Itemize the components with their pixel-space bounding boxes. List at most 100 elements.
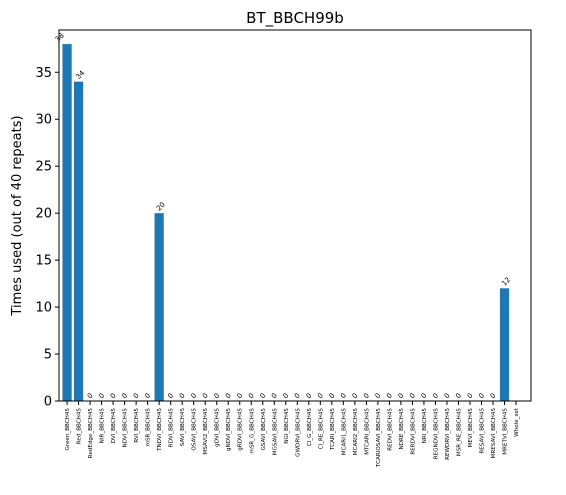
data-label-27: 0	[374, 392, 383, 401]
y-tick-label-1: 5	[44, 348, 52, 363]
x-tick-label-10: SAVI_BBCH45	[180, 408, 186, 447]
x-tick-label-36: RESAVI_BBCH45	[479, 408, 485, 454]
data-label-22: 0	[316, 392, 325, 401]
x-tick-label-25: MCARI2_BBCH45	[353, 408, 359, 456]
data-label-30: 0	[408, 392, 417, 401]
data-label-10: 0	[178, 392, 187, 401]
x-tick-label-2: RedEdge_BBCH45	[88, 408, 94, 459]
y-tick-label-3: 15	[35, 254, 52, 269]
x-tick-label-35: MEVI_BBCH45	[468, 408, 474, 448]
x-tick-label-16: mSR_G_BBCH45	[249, 408, 255, 454]
data-label-37: 0	[489, 392, 498, 401]
data-label-21: 0	[305, 392, 314, 401]
data-label-32: 0	[431, 392, 440, 401]
x-tick-label-31: NRI_BBCH45	[422, 408, 428, 444]
x-tick-label-5: NDVI_BBCH45	[123, 408, 129, 448]
y-tick-label-0: 0	[44, 395, 52, 410]
data-label-19: 0	[282, 392, 291, 401]
data-label-36: 0	[477, 392, 486, 401]
x-tick-label-33: REWDRVI_BBCH45	[445, 408, 451, 460]
x-tick-label-7: mSR_BBCH45	[146, 408, 152, 447]
x-tick-label-15: gRDVI_BBCH45	[238, 408, 244, 451]
chart-title: BT_BBCH99b	[246, 9, 344, 28]
data-label-12: 0	[201, 392, 210, 401]
bars-group	[62, 44, 510, 401]
data-label-8: 20	[155, 201, 167, 213]
data-label-33: 0	[443, 392, 452, 401]
y-tick-label-6: 30	[35, 113, 52, 128]
x-tick-label-24: MCARI1_BBCH45	[341, 408, 347, 456]
data-label-3: 0	[97, 392, 106, 401]
data-label-29: 0	[397, 392, 406, 401]
x-tick-label-19: NGI_BBCH45	[284, 408, 290, 444]
data-label-38: 12	[500, 276, 512, 288]
y-tick-label-5: 25	[35, 160, 52, 175]
data-label-14: 0	[224, 392, 233, 401]
y-axis: 0 5 10 15 20 25 30 35	[35, 66, 59, 410]
data-label-17: 0	[259, 392, 268, 401]
data-label-5: 0	[120, 392, 129, 401]
bar-1	[73, 81, 84, 401]
x-tick-label-20: GWDRVI_BBCH45	[295, 408, 301, 457]
data-label-35: 0	[466, 392, 475, 401]
x-tick-label-39: Whole_set	[514, 407, 520, 437]
x-tick-label-27: TCARIOSAVI_BBCH45	[376, 408, 382, 468]
data-label-1: 34	[74, 69, 86, 81]
y-tick-label-7: 35	[35, 66, 52, 81]
x-tick-label-34: MSR_RE_BBCH45	[456, 408, 462, 457]
data-label-23: 0	[328, 392, 337, 401]
bar-0	[62, 44, 72, 401]
x-tick-label-11: OSAVI_BBCH45	[192, 408, 198, 451]
x-tick-label-14: gNDVI_BBCH45	[226, 408, 232, 451]
x-tick-label-8: TNDVI_BBCH45	[157, 408, 163, 452]
bar-8	[154, 213, 164, 401]
x-tick-label-38: MRETVI_BBCH45	[503, 408, 509, 455]
data-label-2: 0	[86, 392, 95, 401]
data-label-28: 0	[385, 392, 394, 401]
x-tick-label-9: RDVI_BBCH45	[169, 408, 175, 448]
plot-border	[58, 29, 532, 402]
data-label-20: 0	[293, 392, 302, 401]
x-tick-label-37: MRESAVI_BBCH45	[491, 408, 497, 459]
x-tick-label-13: gDVI_BBCH45	[215, 408, 221, 447]
data-label-31: 0	[420, 392, 429, 401]
x-tick-label-21: CI_G_BBCH45	[307, 408, 313, 447]
x-tick-label-4: DVI_BBCH45	[111, 408, 117, 444]
x-axis: Green_BBCH45 Red_BBCH45 RedEdge_BBCH45 NIR_…	[65, 401, 520, 468]
data-label-26: 0	[362, 392, 371, 401]
plot-frame	[58, 29, 532, 402]
x-tick-label-1: Red_BBCH45	[77, 408, 83, 445]
data-label-16: 0	[247, 392, 256, 401]
x-tick-label-22: CI_RE_BBCH45	[318, 408, 324, 450]
y-tick-label-2: 10	[35, 301, 52, 316]
x-tick-label-28: REDVI_BBCH45	[387, 408, 393, 451]
x-tick-label-29: NDRE_BBCH45	[399, 408, 405, 450]
data-label-13: 0	[212, 392, 221, 401]
bar-38	[499, 288, 510, 401]
x-tick-label-3: NIR_BBCH45	[100, 408, 106, 444]
x-tick-label-32: REGNDVI_BBCH45	[433, 408, 439, 460]
data-label-4: 0	[109, 392, 118, 401]
x-tick-label-6: RVI_BBCH45	[134, 408, 140, 443]
data-label-7: 0	[143, 392, 152, 401]
data-label-0: 38	[54, 32, 66, 44]
data-label-9: 0	[166, 392, 175, 401]
x-tick-label-23: TCARI_BBCH45	[330, 408, 336, 451]
data-label-34: 0	[454, 392, 463, 401]
x-tick-label-30: RERDVI_BBCH45	[410, 408, 416, 455]
y-tick-label-4: 20	[35, 207, 52, 222]
data-label-24: 0	[339, 392, 348, 401]
data-label-11: 0	[189, 392, 198, 401]
data-label-15: 0	[235, 392, 244, 401]
x-tick-label-0: Green_BBCH45	[65, 408, 71, 451]
x-tick-label-18: MGSAVI_BBCH45	[272, 408, 278, 456]
y-axis-label: Times used (out of 40 repeats)	[10, 115, 25, 316]
data-label-25: 0	[351, 392, 360, 401]
data-label-6: 0	[132, 392, 141, 401]
x-tick-label-17: GSAVI_BBCH45	[261, 408, 267, 451]
data-label-18: 0	[270, 392, 279, 401]
x-tick-label-12: MSAVI2_BBCH45	[203, 408, 209, 455]
